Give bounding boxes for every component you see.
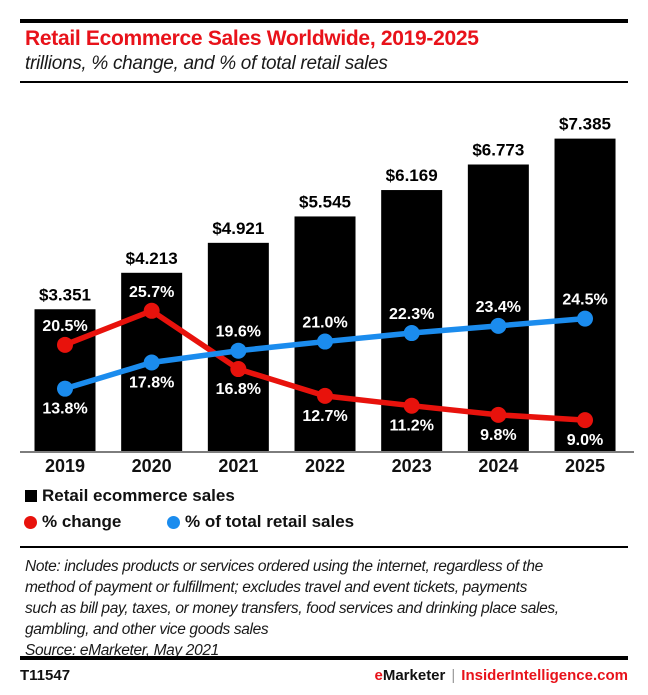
legend-label-ecommerce-sales: Retail ecommerce sales [42, 486, 235, 505]
legend-label-pct-change: % change [42, 512, 122, 531]
source-line: Source: eMarketer, May 2021 [25, 642, 219, 659]
note-line: Note: includes products or services orde… [25, 558, 543, 575]
pct-change-point-2021 [230, 361, 247, 378]
legend-red-dot-swatch [24, 515, 37, 529]
chart-id: T11547 [20, 667, 71, 684]
bar-value-label-2024: $6.773 [472, 141, 524, 160]
bar-value-label-2021: $4.921 [212, 219, 264, 238]
note-line: gambling, and other vice goods sales [25, 621, 269, 638]
pct-change-point-2022 [317, 387, 334, 404]
footer: T11547 eMarketer | InsiderIntelligence.com [20, 667, 628, 684]
pct-change-label-2025: 9.0% [567, 432, 603, 449]
legend-item-pct-change: % change [24, 512, 121, 532]
pct-change-point-2025 [577, 412, 594, 429]
pct-of-total-label-2025: 24.5% [562, 292, 607, 309]
pct-of-total-point-2025 [577, 310, 594, 327]
pct-change-label-2020: 25.7% [129, 284, 174, 301]
bar-value-label-2019: $3.351 [39, 285, 91, 304]
pct-change-point-2020 [143, 302, 160, 319]
note-block: Note: includes products or services orde… [25, 556, 645, 661]
x-tick-label-2021: 2021 [218, 456, 258, 476]
pct-change-point-2019 [57, 336, 73, 353]
chart-title: Retail Ecommerce Sales Worldwide, 2019-2… [25, 27, 479, 50]
top-rule [20, 19, 628, 23]
brand-e: e [374, 667, 383, 684]
pct-of-total-label-2024: 23.4% [476, 299, 521, 316]
pct-of-total-label-2023: 22.3% [389, 306, 434, 323]
legend-item-ecommerce-sales: Retail ecommerce sales [25, 486, 235, 506]
header-rule [20, 81, 628, 83]
pct-of-total-point-2023 [403, 325, 420, 342]
brand-marketer: Marketer [382, 667, 446, 684]
pct-change-label-2019: 20.5% [42, 318, 87, 335]
pct-of-total-label-2021: 19.6% [216, 324, 261, 341]
bar-value-label-2020: $4.213 [126, 249, 178, 268]
pct-change-label-2022: 12.7% [302, 408, 347, 425]
legend-blue-dot-swatch [167, 515, 180, 529]
pct-of-total-label-2020: 17.8% [129, 374, 174, 391]
pct-change-point-2024 [490, 406, 507, 423]
brand-lockup: eMarketer | InsiderIntelligence.com [374, 667, 628, 684]
note-line: such as bill pay, taxes, or money transf… [25, 600, 559, 617]
pct-change-label-2023: 11.2% [389, 418, 433, 435]
pct-of-total-point-2020 [143, 354, 160, 371]
bar-value-label-2023: $6.169 [386, 166, 438, 185]
pct-of-total-label-2019: 13.8% [42, 401, 87, 418]
x-tick-label-2024: 2024 [478, 456, 518, 476]
x-tick-label-2020: 2020 [132, 456, 172, 476]
bar-value-label-2022: $5.545 [299, 192, 351, 211]
bar-2025 [554, 138, 616, 451]
pct-of-total-point-2022 [317, 333, 334, 350]
x-tick-label-2022: 2022 [305, 456, 345, 476]
chart-canvas: $3.351 2019 $4.213 2020 $4.921 2021 $5.545 2022… [20, 115, 634, 476]
brand-site-url: InsiderIntelligence.com [461, 667, 628, 684]
pct-of-total-point-2019 [57, 380, 73, 397]
pct-of-total-point-2024 [490, 317, 507, 334]
note-line: method of payment or fulfillment; exclud… [25, 579, 528, 596]
pct-of-total-label-2022: 21.0% [302, 315, 347, 332]
x-tick-label-2019: 2019 [45, 456, 85, 476]
x-tick-label-2023: 2023 [392, 456, 432, 476]
pct-of-total-point-2021 [230, 342, 247, 359]
legend-label-pct-of-total: % of total retail sales [185, 512, 355, 531]
pct-change-label-2024: 9.8% [480, 427, 516, 444]
x-tick-label-2025: 2025 [565, 456, 605, 476]
legend-item-pct-of-total: % of total retail sales [167, 512, 354, 532]
chart-subtitle: trillions, % change, and % of total reta… [25, 53, 388, 74]
brand-separator: | [451, 667, 456, 684]
pct-change-label-2021: 16.8% [216, 381, 261, 398]
bar-2024 [467, 164, 529, 451]
pct-change-point-2023 [403, 397, 420, 414]
bar-value-label-2025: $7.385 [559, 115, 611, 134]
note-divider-rule [20, 546, 628, 548]
footer-rule [20, 656, 628, 660]
legend-square-swatch [25, 490, 37, 502]
